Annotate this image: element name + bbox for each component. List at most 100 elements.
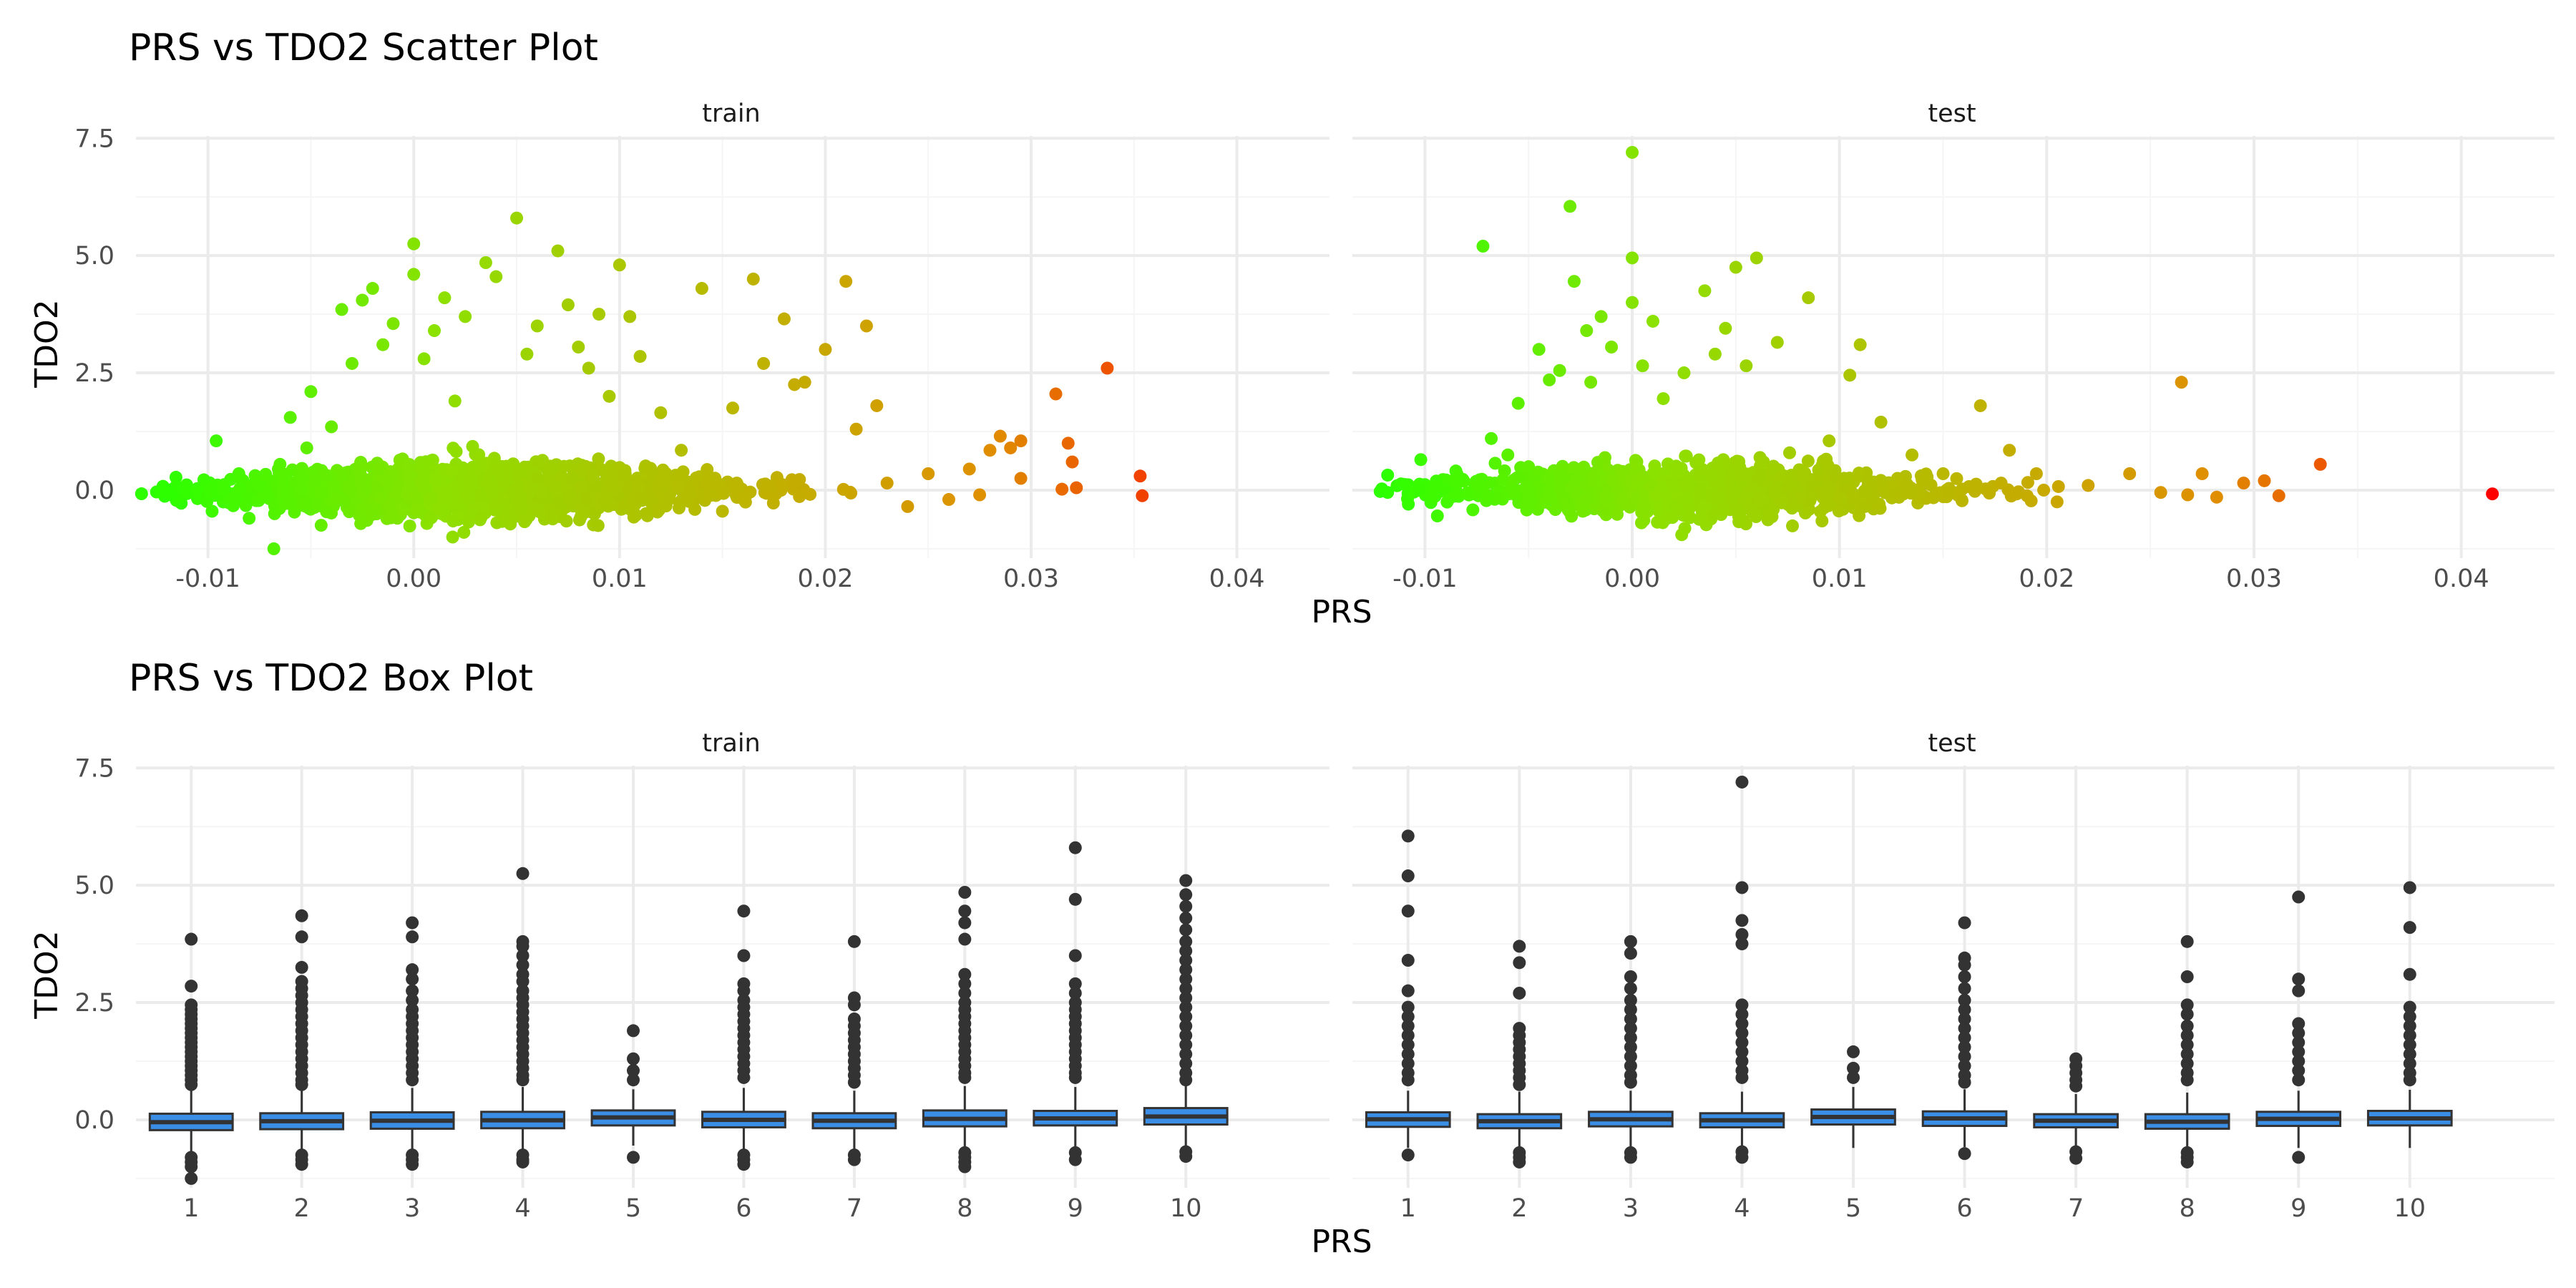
scatter-point — [259, 469, 273, 483]
scatter-point — [2313, 457, 2327, 471]
scatter-point — [2050, 495, 2064, 509]
box-outlier — [1624, 970, 1637, 983]
scatter-point — [1797, 472, 1810, 485]
scatter-point — [2010, 487, 2024, 501]
box-outlier — [1624, 1040, 1637, 1054]
scatter-point — [1752, 469, 1765, 483]
box-outlier — [1735, 1035, 1749, 1049]
scatter-point — [973, 488, 987, 502]
box-outlier — [1624, 1022, 1637, 1035]
scatter-point — [695, 282, 708, 296]
scatter-point — [839, 275, 853, 288]
box-outlier — [1624, 1002, 1637, 1016]
scatter-point — [1438, 482, 1451, 495]
box-outlier — [185, 1171, 198, 1185]
x-tick-label: 7 — [2068, 1194, 2084, 1223]
box-outlier — [2403, 921, 2416, 935]
box-outlier — [1401, 1038, 1415, 1052]
box-outlier — [2292, 1045, 2306, 1058]
box-outlier — [1624, 935, 1637, 948]
scatter-point — [169, 470, 182, 484]
box-outlier — [516, 867, 530, 880]
scatter-point — [513, 492, 527, 505]
scatter-point — [1589, 465, 1602, 479]
box-outlier — [295, 909, 308, 922]
x-tick-label: 3 — [1623, 1194, 1639, 1223]
box-outlier — [2403, 1000, 2416, 1014]
box-outlier — [2292, 1035, 2306, 1049]
scatter-point — [1014, 434, 1028, 448]
scatter-point — [670, 479, 684, 493]
scatter-point — [448, 394, 462, 408]
scatter-point — [1605, 341, 1619, 353]
scatter-point — [1629, 454, 1642, 467]
scatter-point — [1492, 491, 1506, 504]
box-outlier — [406, 1073, 419, 1087]
box-outlier — [1735, 1017, 1749, 1030]
scatter-point — [325, 420, 338, 434]
box-outlier — [1513, 1078, 1526, 1091]
x-tick-label: 1 — [1400, 1194, 1416, 1223]
scatter-point — [1606, 474, 1619, 487]
scatter-point — [493, 462, 507, 476]
scatter-point — [164, 487, 177, 501]
scatter-point — [1496, 473, 1510, 487]
box-outlier — [1624, 1050, 1637, 1063]
scatter-point — [629, 508, 643, 522]
scatter-point — [373, 462, 386, 476]
box-outlier — [1847, 1061, 1860, 1075]
scatter-point — [1877, 484, 1890, 497]
scatter-panel-train: -0.01 0.00 0.01 0.02 0.03 0.04 0.0 2.5 5.0 7.5 — [74, 125, 1330, 593]
scatter-point — [1874, 474, 1888, 487]
scatter-point — [2181, 488, 2195, 502]
box-outlier — [1735, 937, 1749, 951]
box-outlier — [1179, 982, 1193, 995]
x-tick-label: 7 — [847, 1194, 862, 1223]
scatter-point — [1395, 477, 1408, 491]
scatter-point — [2024, 494, 2038, 507]
box-outlier — [2180, 1073, 2194, 1087]
box-outlier — [1401, 869, 1415, 883]
scatter-point — [1567, 461, 1581, 474]
box-outlier — [1179, 991, 1193, 1005]
y-tick-label: 7.5 — [74, 125, 114, 153]
scatter-point — [180, 478, 193, 492]
scatter-point — [424, 491, 437, 504]
box-outlier — [1958, 982, 1971, 995]
scatter-point — [1542, 486, 1556, 499]
box-outlier — [1958, 1002, 1971, 1016]
box-outlier — [2403, 1048, 2416, 1061]
box-outlier — [1735, 1008, 1749, 1021]
scatter-point — [419, 455, 433, 469]
box-outlier — [1179, 1028, 1193, 1042]
box-outlier — [516, 958, 530, 972]
scatter-point — [962, 462, 976, 476]
scatter-point — [1832, 504, 1845, 518]
scatter-point — [1730, 454, 1744, 468]
scatter-point — [354, 456, 368, 469]
box-outlier — [1068, 986, 1082, 1000]
scatter-point — [1523, 498, 1536, 512]
scatter-point — [659, 499, 673, 513]
scatter-point — [1781, 482, 1795, 495]
scatter-point — [1820, 499, 1833, 512]
scatter-point — [793, 473, 806, 487]
y-tick-label: 5.0 — [74, 242, 114, 270]
scatter-point — [922, 467, 935, 480]
scatter-point — [1563, 200, 1577, 213]
box-strip-train: train — [702, 729, 760, 758]
scatter-point — [447, 514, 460, 528]
scatter-point — [552, 496, 566, 509]
box-outlier — [627, 1052, 640, 1065]
scatter-point — [1747, 482, 1760, 495]
box-outlier — [737, 984, 751, 997]
scatter-point — [1714, 508, 1728, 522]
box-outlier — [2403, 1038, 2416, 1052]
box-outlier — [1401, 1028, 1415, 1042]
scatter-point — [446, 530, 459, 544]
y-tick-label: 2.5 — [74, 359, 114, 388]
box-outlier — [1179, 1048, 1193, 1061]
box-outlier — [1401, 829, 1415, 843]
scatter-point — [337, 494, 351, 507]
box-outlier — [1735, 998, 1749, 1012]
